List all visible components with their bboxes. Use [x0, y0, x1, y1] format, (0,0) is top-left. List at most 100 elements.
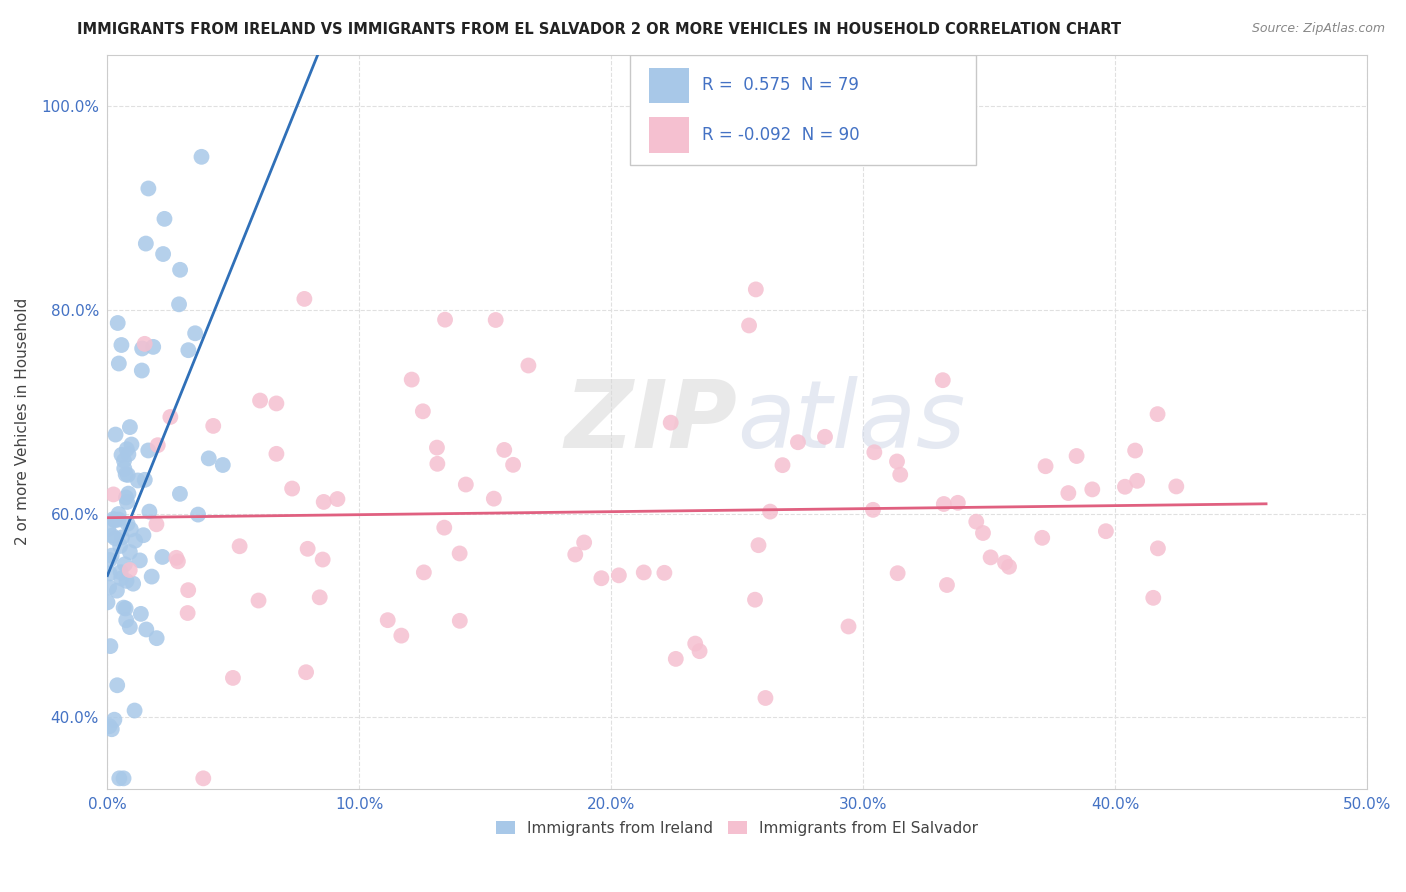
Point	[104, 532, 127, 546]
Point	[98, 553, 121, 567]
Point	[153, 211, 176, 226]
Point	[745, 282, 768, 296]
Point	[862, 503, 884, 517]
Point	[112, 772, 135, 786]
Point	[169, 487, 191, 501]
Point	[247, 593, 270, 607]
Point	[886, 454, 908, 468]
Point	[105, 678, 128, 692]
Point	[482, 491, 505, 506]
Point	[187, 508, 209, 522]
Point	[1081, 483, 1104, 497]
Point	[117, 467, 139, 482]
Point	[738, 318, 761, 333]
Legend: Immigrants from Ireland, Immigrants from El Salvador: Immigrants from Ireland, Immigrants from…	[496, 821, 977, 836]
Text: R = -0.092  N = 90: R = -0.092 N = 90	[702, 126, 859, 145]
Point	[1066, 449, 1088, 463]
Point	[100, 549, 122, 563]
Point	[124, 704, 146, 718]
Point	[1126, 474, 1149, 488]
Text: R =  0.575  N = 79: R = 0.575 N = 79	[702, 76, 859, 95]
Point	[434, 312, 457, 326]
Point	[633, 566, 655, 580]
Point	[145, 517, 167, 532]
Point	[111, 530, 134, 544]
Point	[889, 467, 911, 482]
Point	[120, 523, 142, 537]
Point	[1166, 479, 1188, 493]
Point	[134, 473, 156, 487]
Point	[115, 491, 138, 505]
Point	[659, 416, 682, 430]
Point	[1147, 541, 1170, 556]
Point	[485, 313, 508, 327]
Point	[564, 548, 586, 562]
Point	[292, 292, 315, 306]
Point	[114, 601, 136, 615]
Point	[837, 619, 859, 633]
Point	[103, 512, 125, 526]
Point	[936, 578, 959, 592]
Point	[1114, 480, 1136, 494]
Point	[412, 566, 434, 580]
Point	[115, 574, 138, 588]
Point	[311, 552, 333, 566]
Point	[110, 565, 132, 579]
Point	[401, 373, 423, 387]
Point	[863, 445, 886, 459]
Point	[152, 549, 174, 564]
Point	[980, 550, 1002, 565]
Point	[100, 723, 122, 737]
Point	[772, 458, 794, 472]
Point	[136, 443, 159, 458]
Point	[114, 558, 136, 572]
Point	[886, 566, 908, 581]
Point	[124, 533, 146, 548]
Point	[96, 595, 118, 609]
Point	[389, 629, 412, 643]
Point	[141, 569, 163, 583]
Point	[159, 409, 181, 424]
Point	[190, 150, 212, 164]
Point	[814, 430, 837, 444]
Text: Source: ZipAtlas.com: Source: ZipAtlas.com	[1251, 22, 1385, 36]
Point	[972, 526, 994, 541]
Point	[135, 236, 157, 251]
Point	[297, 541, 319, 556]
Point	[193, 772, 215, 786]
Point	[176, 606, 198, 620]
Bar	[650, 68, 689, 103]
Point	[107, 507, 129, 521]
Point	[266, 396, 288, 410]
Point	[135, 623, 157, 637]
Point	[326, 491, 349, 506]
Point	[222, 671, 245, 685]
Point	[134, 336, 156, 351]
Point	[146, 438, 169, 452]
Point	[107, 316, 129, 330]
Point	[122, 576, 145, 591]
Point	[97, 522, 120, 536]
Point	[946, 496, 969, 510]
Point	[98, 719, 121, 733]
Point	[152, 247, 174, 261]
Point	[104, 427, 127, 442]
Point	[145, 631, 167, 645]
Point	[494, 442, 516, 457]
Point	[118, 420, 141, 434]
Point	[117, 516, 139, 531]
Point	[683, 637, 706, 651]
Bar	[650, 118, 689, 153]
Point	[138, 505, 160, 519]
Point	[121, 437, 143, 451]
Point	[744, 592, 766, 607]
Point	[1142, 591, 1164, 605]
Point	[572, 535, 595, 549]
Point	[98, 581, 121, 595]
Point	[211, 458, 233, 472]
Point	[1057, 486, 1080, 500]
Point	[1123, 443, 1146, 458]
Point	[101, 528, 124, 542]
Point	[1146, 407, 1168, 421]
Point	[112, 453, 135, 467]
